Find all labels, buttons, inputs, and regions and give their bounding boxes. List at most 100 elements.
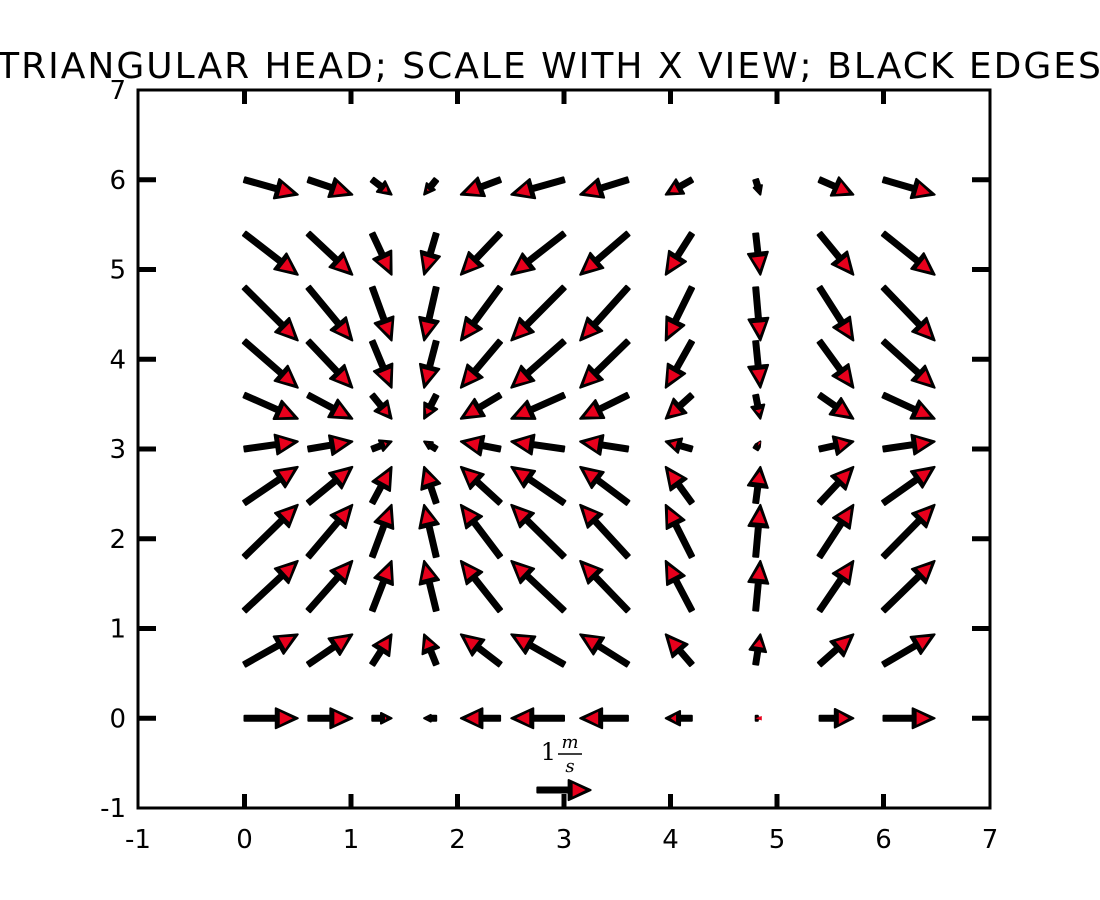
quiver-arrow: [459, 434, 502, 457]
quiver-arrow: [420, 465, 442, 505]
x-tick-label: -1: [125, 825, 151, 855]
quiver-arrow: [880, 338, 936, 389]
quiver-arrow: [459, 392, 503, 420]
quiver-arrow: [510, 230, 567, 276]
quiver-arrow: [510, 433, 566, 456]
y-tick-label: 6: [109, 166, 126, 196]
quiver-arrow: [579, 707, 629, 730]
y-tick-label: 7: [109, 76, 126, 106]
quiver-arrow: [418, 559, 441, 613]
quiver-arrow: [510, 503, 567, 560]
quiver-arrow: [747, 340, 770, 389]
x-tick-label: 7: [982, 825, 999, 855]
quiver-arrow: [747, 286, 770, 342]
quiver-arrow: [664, 176, 695, 196]
x-tick-label: 5: [769, 825, 786, 855]
quiver-arrow: [817, 392, 855, 420]
quiver-arrow: [510, 707, 565, 730]
quiver-key: 1 ms: [536, 732, 592, 802]
quiver-arrow: [881, 633, 936, 668]
y-tick-label: 2: [109, 525, 126, 555]
quiver-arrow: [242, 633, 299, 668]
quiver-arrow: [306, 176, 354, 199]
quiver-arrow: [579, 633, 631, 668]
quiver-arrow: [880, 559, 936, 614]
quiver-arrow: [664, 633, 695, 668]
quiver-arrow: [881, 465, 936, 506]
x-tick-label: 3: [556, 825, 573, 855]
quiver-arrow: [368, 503, 395, 559]
quiver-arrow: [459, 633, 503, 668]
quiver-arrow: [307, 707, 354, 730]
quiver-key-arrow: [536, 779, 592, 802]
quiver-arrow: [369, 176, 393, 196]
quiver-arrow: [241, 503, 299, 560]
quiver-arrow: [241, 230, 299, 276]
quiver-arrow: [423, 713, 438, 723]
quiver-arrow: [305, 465, 354, 506]
quiver-arrow: [418, 339, 441, 389]
quiver-arrow: [579, 503, 631, 560]
quiver-arrow: [816, 231, 855, 276]
quiver-arrows: [241, 176, 936, 730]
quiver-arrow: [371, 711, 393, 725]
quiver-arrow: [243, 707, 299, 730]
quiver-arrow: [459, 230, 503, 276]
y-tick-label: 1: [109, 615, 126, 645]
quiver-arrow: [423, 393, 440, 420]
quiver-arrow: [510, 338, 567, 389]
quiver-arrow: [241, 559, 299, 614]
quiver-arrow: [752, 440, 762, 452]
quiver-arrow: [459, 338, 504, 389]
quiver-arrow: [664, 559, 696, 613]
y-tick-label: 3: [109, 435, 126, 465]
quiver-arrow: [746, 465, 769, 505]
quiver-arrow: [816, 503, 855, 560]
quiver-arrow: [510, 176, 566, 200]
quiver-arrow: [816, 559, 855, 613]
quiver-arrow: [459, 559, 504, 614]
quiver-arrow: [880, 284, 936, 342]
quiver-key-unit-denominator: s: [565, 756, 574, 777]
quiver-arrow: [241, 284, 299, 342]
quiver-arrow: [423, 440, 439, 453]
quiver-key-unit-numerator: m: [561, 732, 578, 753]
quiver-arrow: [881, 391, 936, 420]
quiver-arrow: [579, 338, 631, 389]
quiver-arrow: [421, 633, 441, 667]
quiver-arrow: [241, 338, 299, 389]
x-tick-label: 6: [875, 825, 892, 855]
quiver-arrow: [664, 285, 696, 342]
quiver-arrow: [746, 232, 769, 276]
quiver-arrow: [880, 230, 936, 276]
quiver-arrow: [748, 633, 768, 666]
y-tick-label: -1: [100, 794, 126, 824]
quiver-arrow: [419, 231, 441, 276]
quiver-arrow: [579, 230, 631, 276]
quiver-arrow: [242, 391, 299, 420]
quiver-arrow: [510, 465, 567, 506]
quiver-arrow: [747, 559, 770, 612]
x-tick-label: 0: [236, 825, 253, 855]
quiver-arrow: [880, 503, 936, 560]
quiver-arrow: [750, 393, 766, 420]
quiver-arrow: [817, 176, 855, 197]
quiver-arrow: [818, 707, 855, 729]
quiver-arrow: [579, 434, 630, 456]
quiver-arrow: [418, 503, 440, 559]
quiver-arrow: [369, 231, 393, 276]
y-tick-label: 5: [109, 256, 126, 286]
quiver-arrow: [369, 465, 393, 506]
axis-ticks: -1 0 1 2 3 4 5 6 7 -1 0 1 2 3 4 5 6 7: [100, 76, 998, 855]
quiver-arrow: [754, 714, 762, 722]
quiver-arrow: [423, 177, 440, 196]
quiver-arrow: [305, 338, 354, 389]
quiver-arrow: [664, 392, 695, 420]
quiver-arrow: [816, 338, 855, 389]
quiver-arrow: [882, 707, 936, 730]
quiver-arrow: [664, 231, 695, 276]
quiver-arrow: [459, 465, 503, 506]
quiver-arrow: [418, 285, 440, 342]
quiver-arrow: [242, 465, 299, 506]
